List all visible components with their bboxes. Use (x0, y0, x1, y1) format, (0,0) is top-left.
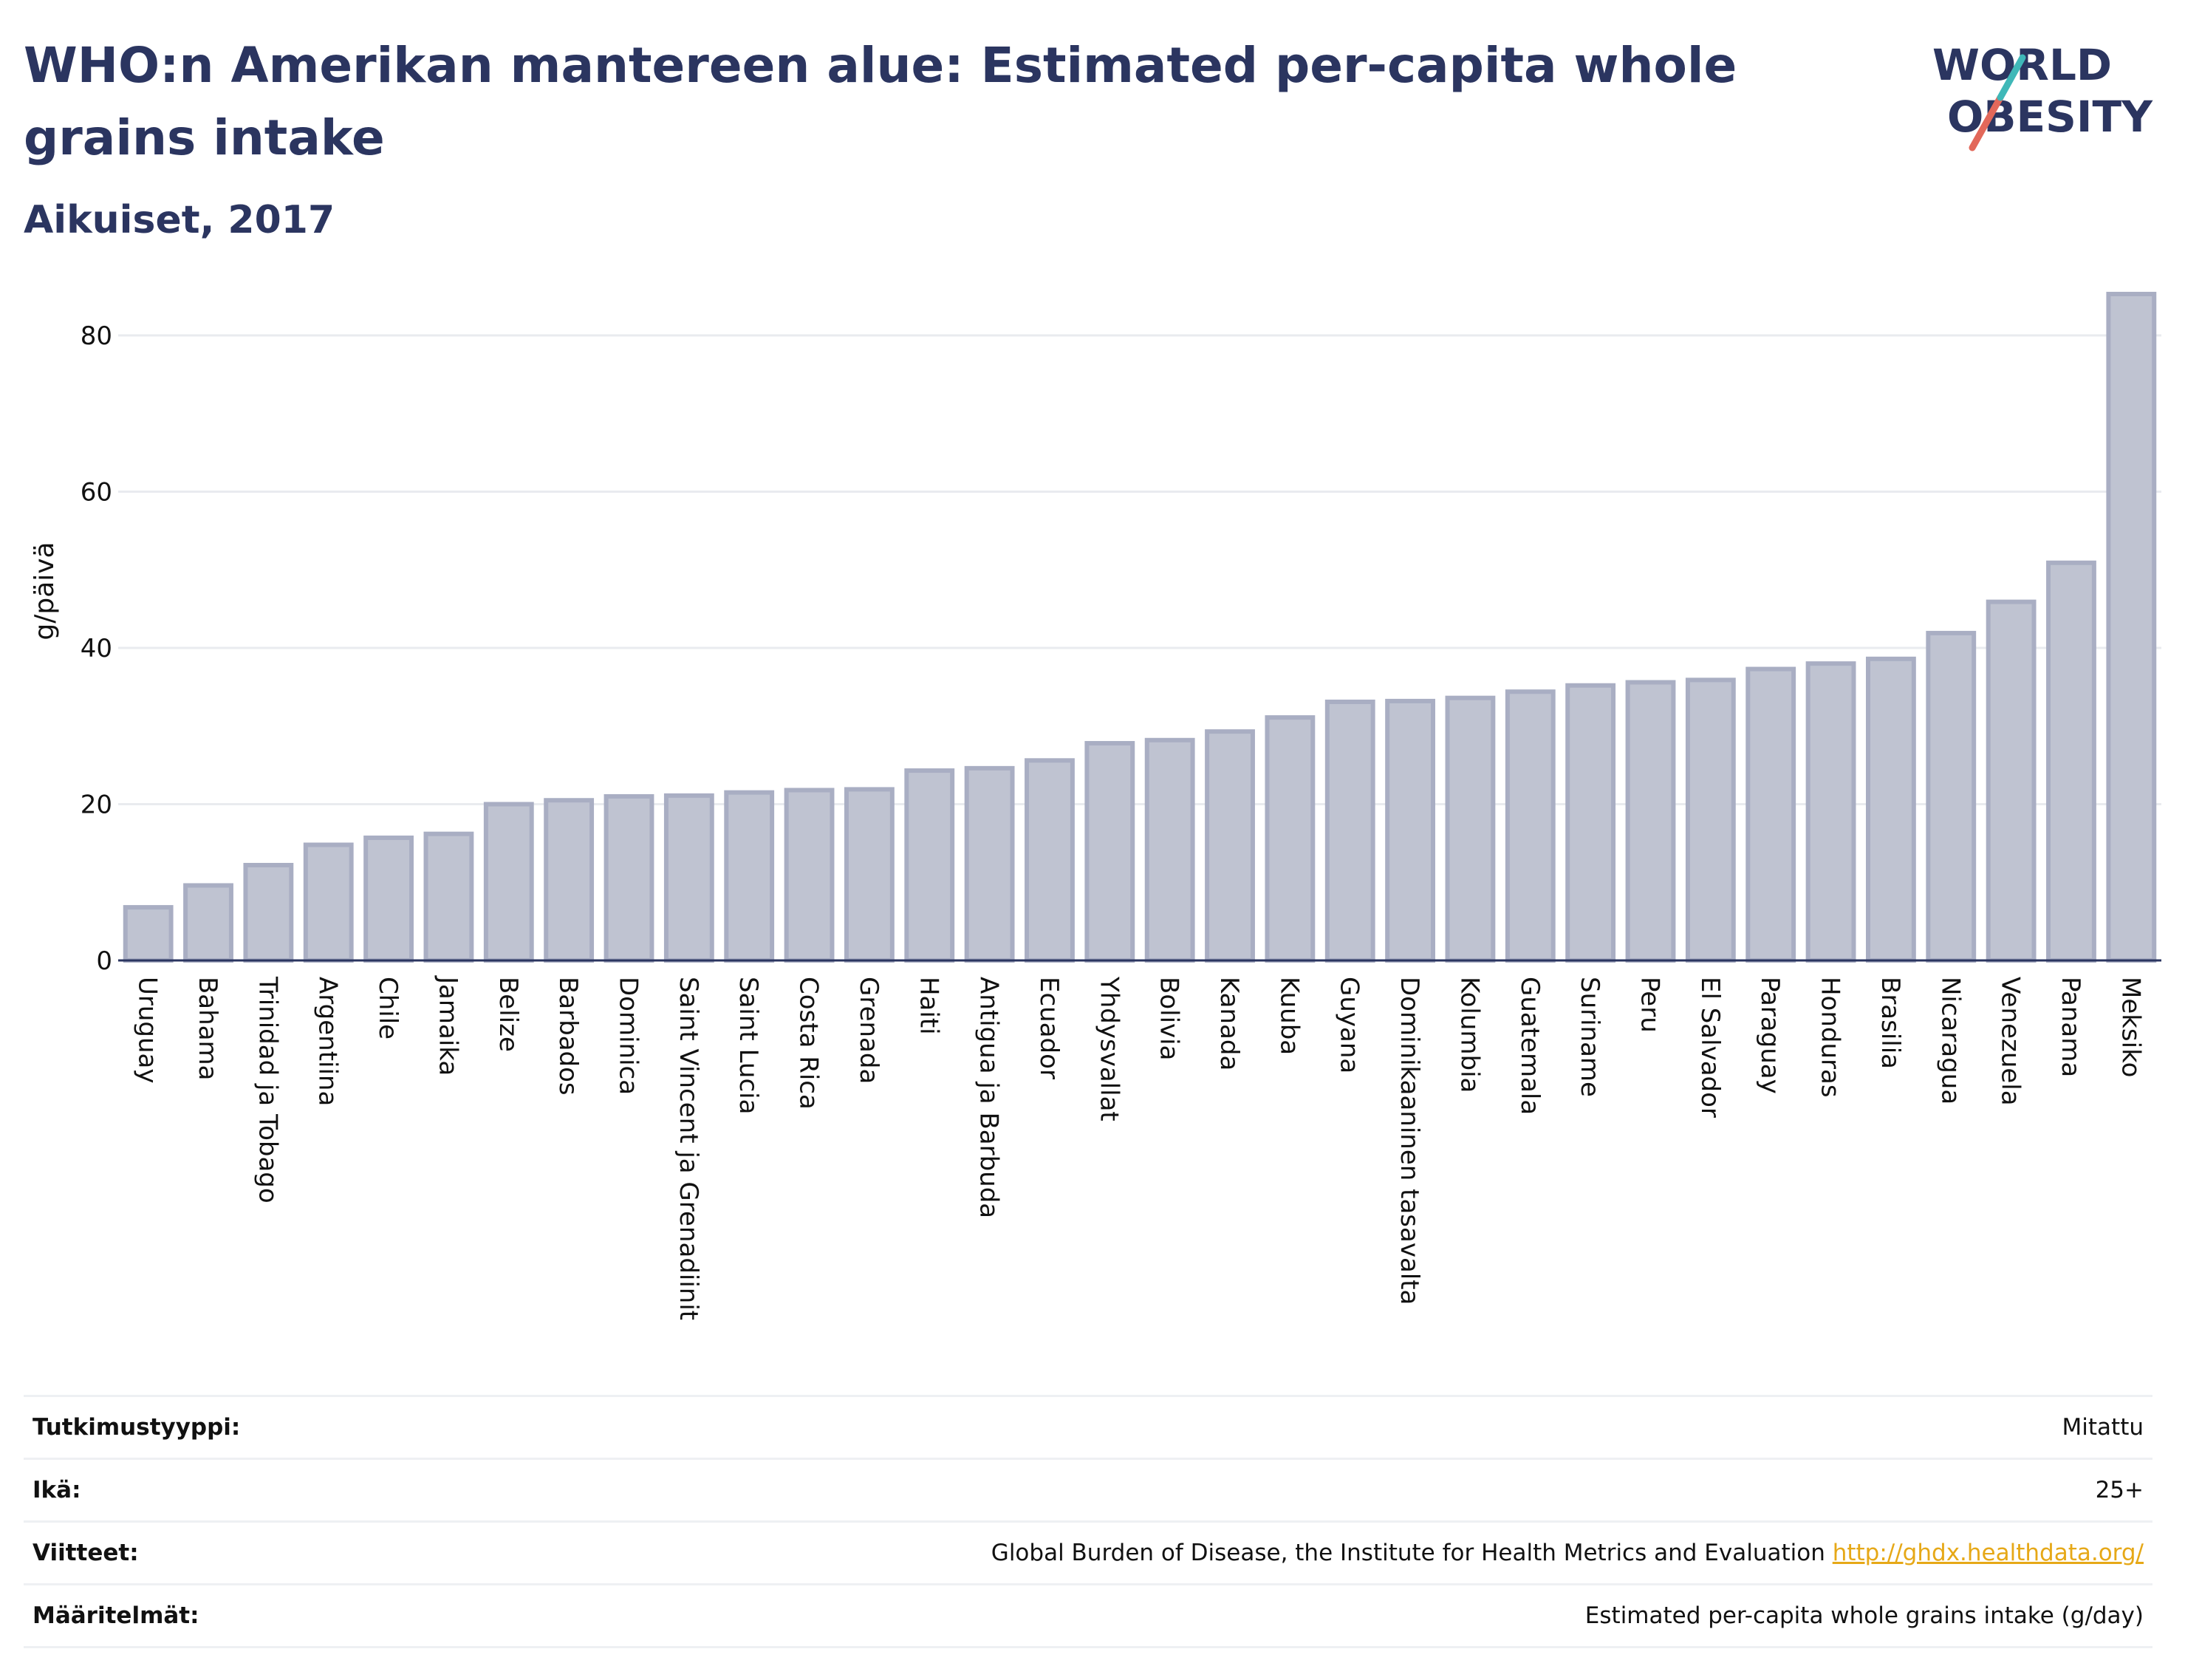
x-tick-label: Uruguay (133, 977, 163, 1084)
x-tick-label: Trinidad ja Tobago (253, 976, 282, 1203)
bar (1926, 630, 1977, 963)
bar (1324, 699, 1375, 963)
x-tick-label: Haiti (914, 977, 943, 1035)
y-tick-label: 80 (81, 321, 112, 351)
bars (123, 291, 2157, 963)
x-tick-label: Venezuela (1996, 977, 2025, 1106)
y-axis-label: g/päivä (30, 542, 60, 640)
info-row-age: Ikä: 25+ (24, 1458, 2152, 1520)
x-tick-label: Honduras (1816, 977, 1845, 1098)
info-label: Ikä: (33, 1477, 81, 1503)
x-tick-label: Barbados (553, 977, 583, 1096)
bar (2106, 291, 2157, 963)
chart-title: WHO:n Amerikan mantereen alue: Estimated… (24, 37, 1737, 166)
x-tick-label: Grenada (854, 977, 883, 1084)
chart-subtitle: Aikuiset, 2017 (24, 198, 335, 242)
bar (303, 842, 354, 963)
x-tick-label: Yhdysvallat (1094, 976, 1124, 1121)
y-tick-label: 0 (96, 946, 112, 976)
bar (1445, 695, 1496, 963)
info-table: Tutkimustyyppi: Mitattu Ikä: 25+ Viittee… (24, 1395, 2152, 1648)
bar (1025, 758, 1075, 963)
info-value: Mitattu (2062, 1414, 2144, 1441)
x-tick-label: Bahama (193, 977, 222, 1081)
bar (423, 831, 474, 963)
x-tick-label: Belize (493, 977, 523, 1052)
bar (183, 883, 233, 963)
bar (1625, 680, 1676, 963)
bar (663, 793, 714, 963)
x-tick-label: Dominica (614, 977, 643, 1095)
bar (724, 790, 775, 963)
world-obesity-logo: WORLD OBESITY (1932, 40, 2153, 151)
bar (784, 788, 835, 963)
bar (1084, 741, 1135, 963)
x-tick-label: Paraguay (1755, 977, 1785, 1094)
x-tick-label: El Salvador (1695, 977, 1725, 1118)
bar (1805, 661, 1856, 963)
x-tick-label: Panama (2056, 977, 2085, 1077)
y-tick-label: 60 (81, 478, 112, 508)
x-tick-label: Meksiko (2116, 977, 2145, 1077)
x-tick-label: Brasilia (1875, 977, 1905, 1069)
bar (1685, 677, 1736, 963)
x-tick-label: Peru (1635, 977, 1665, 1033)
x-tick-label: Ecuador (1034, 977, 1064, 1079)
x-tick-label: Kolumbia (1454, 977, 1484, 1093)
bar (964, 765, 1015, 963)
bar (1986, 599, 2037, 963)
y-tick-label: 20 (81, 791, 112, 820)
info-label: Määritelmät: (33, 1602, 199, 1629)
bar (844, 787, 895, 963)
bar (1865, 656, 1916, 963)
x-tick-label: Guatemala (1515, 977, 1545, 1115)
bar (1565, 683, 1616, 963)
x-tick-label: Saint Lucia (734, 977, 763, 1114)
bar (1144, 737, 1195, 963)
bar (904, 768, 955, 963)
bar (1205, 729, 1255, 963)
x-tick-label: Argentiina (313, 977, 343, 1106)
bar (2046, 560, 2096, 963)
x-tick-label: Saint Vincent ja Grenadiinit (674, 977, 703, 1320)
x-tick-label: Jamaika (433, 975, 462, 1076)
x-tick-label: Kuuba (1274, 977, 1304, 1055)
x-tick-label: Chile (373, 977, 403, 1039)
x-tick-label: Nicaragua (1935, 977, 1965, 1104)
info-label: Viitteet: (33, 1540, 139, 1566)
bar (243, 862, 294, 963)
x-tick-labels: Uruguay Bahama Trinidad ja Tobago Argentiin… (133, 975, 2146, 1320)
x-tick-label: Antigua ja Barbuda (974, 977, 1004, 1218)
info-row-definitions: Määritelmät: Estimated per-capita whole … (24, 1583, 2152, 1648)
x-tick-label: Suriname (1575, 977, 1604, 1097)
info-value: Estimated per-capita whole grains intake… (1584, 1602, 2144, 1629)
bar (1385, 698, 1436, 963)
references-text: Global Burden of Disease, the Institute … (991, 1540, 1825, 1566)
info-label: Tutkimustyyppi: (33, 1414, 241, 1441)
y-tick-label: 40 (81, 634, 112, 663)
x-tick-label: Dominikaaninen tasavalta (1395, 977, 1424, 1305)
logo-slash-teal (1997, 54, 2026, 101)
info-row-study-type: Tutkimustyyppi: Mitattu (24, 1395, 2152, 1458)
bar-chart: 0 20 40 60 80 Uruguay Bahama Trinidad ja Tobag… (30, 291, 2161, 1320)
bar (363, 835, 414, 963)
references-link[interactable]: http://ghdx.healthdata.org/ (1832, 1540, 2144, 1566)
x-tick-label: Bolivia (1155, 977, 1184, 1060)
bar (603, 793, 654, 963)
x-tick-label: Costa Rica (794, 977, 824, 1110)
bar (483, 802, 534, 963)
bar (1745, 666, 1796, 963)
info-value-references: Global Burden of Disease, the Institute … (991, 1540, 2144, 1566)
bar (544, 798, 595, 963)
bar (123, 905, 174, 963)
logo-slash-coral (1969, 94, 2004, 151)
info-value: 25+ (2095, 1477, 2144, 1503)
info-row-references: Viitteet: Global Burden of Disease, the … (24, 1520, 2152, 1583)
bar (1265, 715, 1316, 963)
x-tick-label: Guyana (1335, 977, 1364, 1073)
bar (1505, 689, 1556, 963)
x-tick-label: Kanada (1214, 977, 1244, 1071)
y-tick-labels: 0 20 40 60 80 (81, 321, 112, 976)
